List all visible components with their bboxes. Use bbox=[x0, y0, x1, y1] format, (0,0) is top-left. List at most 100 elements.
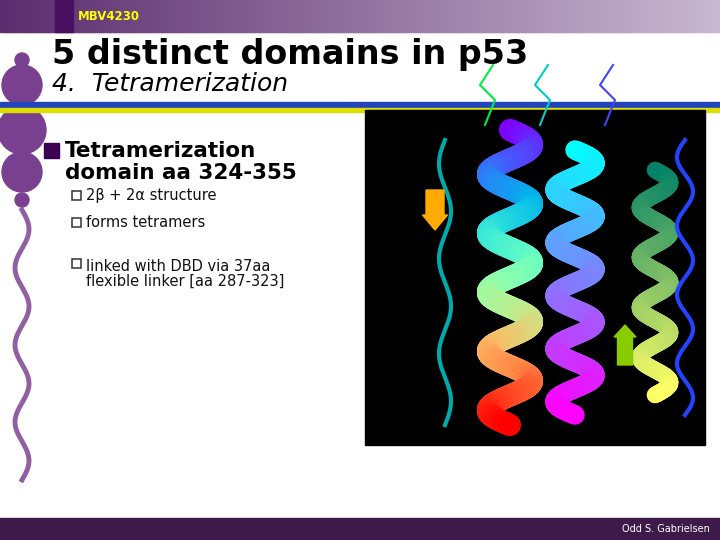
Bar bbox=[120, 0, 123, 32]
Bar bbox=[662, 0, 666, 32]
Bar bbox=[441, 0, 445, 32]
Bar bbox=[358, 0, 361, 32]
Bar bbox=[718, 0, 720, 32]
Bar bbox=[391, 0, 395, 32]
Bar bbox=[185, 0, 188, 32]
Bar bbox=[648, 0, 652, 32]
Bar bbox=[132, 0, 135, 32]
Bar bbox=[7, 0, 11, 32]
Bar bbox=[115, 0, 119, 32]
Bar bbox=[413, 0, 416, 32]
Bar bbox=[101, 0, 104, 32]
Bar bbox=[706, 0, 709, 32]
Bar bbox=[583, 0, 587, 32]
Bar bbox=[199, 0, 202, 32]
Bar bbox=[595, 0, 598, 32]
Bar bbox=[540, 0, 544, 32]
Bar bbox=[65, 0, 68, 32]
Text: linked with DBD via 37aa: linked with DBD via 37aa bbox=[86, 259, 271, 274]
Bar bbox=[554, 0, 558, 32]
Bar bbox=[444, 0, 447, 32]
Bar bbox=[643, 0, 647, 32]
Bar bbox=[89, 0, 92, 32]
Bar bbox=[44, 143, 59, 158]
Bar bbox=[315, 0, 318, 32]
Bar bbox=[439, 0, 443, 32]
Circle shape bbox=[0, 106, 46, 154]
Bar bbox=[202, 0, 205, 32]
Bar bbox=[221, 0, 224, 32]
Bar bbox=[117, 0, 121, 32]
Bar bbox=[621, 0, 625, 32]
Bar bbox=[168, 0, 171, 32]
Bar bbox=[394, 0, 397, 32]
Bar bbox=[475, 0, 479, 32]
Bar bbox=[17, 0, 20, 32]
Bar bbox=[353, 0, 356, 32]
Bar bbox=[610, 0, 613, 32]
Bar bbox=[451, 0, 454, 32]
Bar bbox=[686, 0, 690, 32]
Bar bbox=[72, 218, 81, 227]
Bar bbox=[396, 0, 400, 32]
Bar bbox=[423, 0, 426, 32]
Bar bbox=[84, 0, 87, 32]
Bar bbox=[264, 0, 267, 32]
Bar bbox=[79, 0, 83, 32]
Bar bbox=[485, 0, 488, 32]
Bar bbox=[175, 0, 179, 32]
Bar bbox=[0, 108, 720, 112]
Bar bbox=[326, 0, 330, 32]
Bar bbox=[0, 518, 720, 540]
Bar bbox=[233, 0, 236, 32]
Bar bbox=[360, 0, 364, 32]
Bar bbox=[290, 0, 294, 32]
Bar bbox=[653, 0, 656, 32]
Bar bbox=[650, 0, 654, 32]
Bar bbox=[302, 0, 306, 32]
Bar bbox=[228, 0, 231, 32]
Bar bbox=[473, 0, 476, 32]
Bar bbox=[269, 0, 272, 32]
Text: flexible linker [aa 287-323]: flexible linker [aa 287-323] bbox=[86, 274, 284, 289]
Bar bbox=[590, 0, 594, 32]
Bar bbox=[346, 0, 349, 32]
Bar bbox=[468, 0, 472, 32]
Bar bbox=[672, 0, 675, 32]
Bar bbox=[518, 0, 522, 32]
Bar bbox=[689, 0, 692, 32]
Bar bbox=[387, 0, 390, 32]
Bar bbox=[667, 0, 670, 32]
Bar bbox=[425, 0, 428, 32]
Bar bbox=[677, 0, 680, 32]
Bar bbox=[43, 0, 47, 32]
Bar bbox=[41, 0, 44, 32]
Bar bbox=[523, 0, 526, 32]
Bar bbox=[245, 0, 248, 32]
Bar bbox=[223, 0, 227, 32]
Bar bbox=[94, 0, 97, 32]
Bar bbox=[430, 0, 433, 32]
Bar bbox=[351, 0, 354, 32]
Bar bbox=[187, 0, 191, 32]
Bar bbox=[156, 0, 159, 32]
Circle shape bbox=[15, 193, 29, 207]
Bar bbox=[463, 0, 467, 32]
Bar bbox=[461, 0, 464, 32]
Bar bbox=[12, 0, 15, 32]
Bar bbox=[218, 0, 222, 32]
Bar bbox=[125, 0, 128, 32]
Bar bbox=[77, 0, 80, 32]
Bar bbox=[240, 0, 243, 32]
Bar bbox=[504, 0, 508, 32]
Text: 4.  Tetramerization: 4. Tetramerization bbox=[52, 72, 288, 96]
Bar bbox=[538, 0, 541, 32]
Bar bbox=[135, 0, 138, 32]
Bar bbox=[482, 0, 486, 32]
Bar bbox=[281, 0, 284, 32]
Bar bbox=[657, 0, 661, 32]
Bar bbox=[377, 0, 380, 32]
Bar bbox=[283, 0, 287, 32]
Bar bbox=[564, 0, 567, 32]
Bar bbox=[163, 0, 166, 32]
